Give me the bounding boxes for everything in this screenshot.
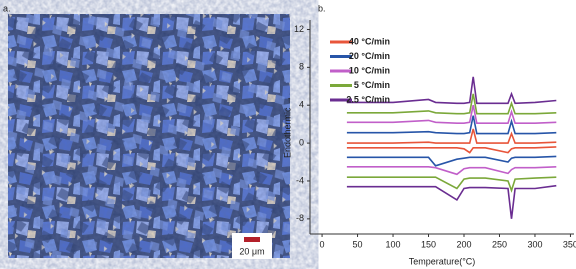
y-tick-label: 8 — [299, 62, 304, 72]
x-tick-label: 100 — [386, 239, 401, 249]
legend-label: 20 °C/min — [349, 51, 390, 61]
x-tick-label: 350 — [563, 239, 576, 249]
x-tick-label: 50 — [353, 239, 363, 249]
y-axis-label: Endothermic → — [282, 96, 292, 158]
panel-label: b. — [318, 3, 326, 13]
x-tick-label: 0 — [320, 239, 325, 249]
x-tick-label: 200 — [456, 239, 471, 249]
scale-bar-label: 20 μm — [239, 246, 264, 256]
line — [346, 105, 557, 124]
x-tick-label: 150 — [421, 239, 436, 249]
legend-label: 10 °C/min — [349, 65, 390, 75]
line — [346, 115, 557, 135]
micrograph — [8, 14, 290, 258]
line — [346, 155, 557, 167]
line — [346, 166, 557, 176]
y-tick-label: 0 — [299, 137, 304, 147]
line — [346, 128, 557, 144]
line — [346, 176, 557, 193]
legend-label: 2.5 °C/min — [346, 94, 390, 104]
legend-label: 40 °C/min — [349, 36, 390, 46]
x-tick-label: 300 — [527, 239, 542, 249]
x-tick-label: 250 — [492, 239, 507, 249]
y-tick-label: -4 — [296, 175, 304, 185]
y-tick-label: -8 — [296, 213, 304, 223]
line — [346, 93, 557, 115]
line — [346, 76, 557, 105]
legend-label: 5 °C/min — [354, 80, 390, 90]
line — [346, 184, 557, 219]
x-axis-label: Temperature(°C) — [409, 256, 476, 266]
y-tick-label: 4 — [299, 100, 304, 110]
line — [346, 146, 557, 154]
panel-label: a. — [3, 3, 11, 13]
y-tick-label: 12 — [294, 24, 304, 34]
scale-bar — [244, 237, 260, 242]
